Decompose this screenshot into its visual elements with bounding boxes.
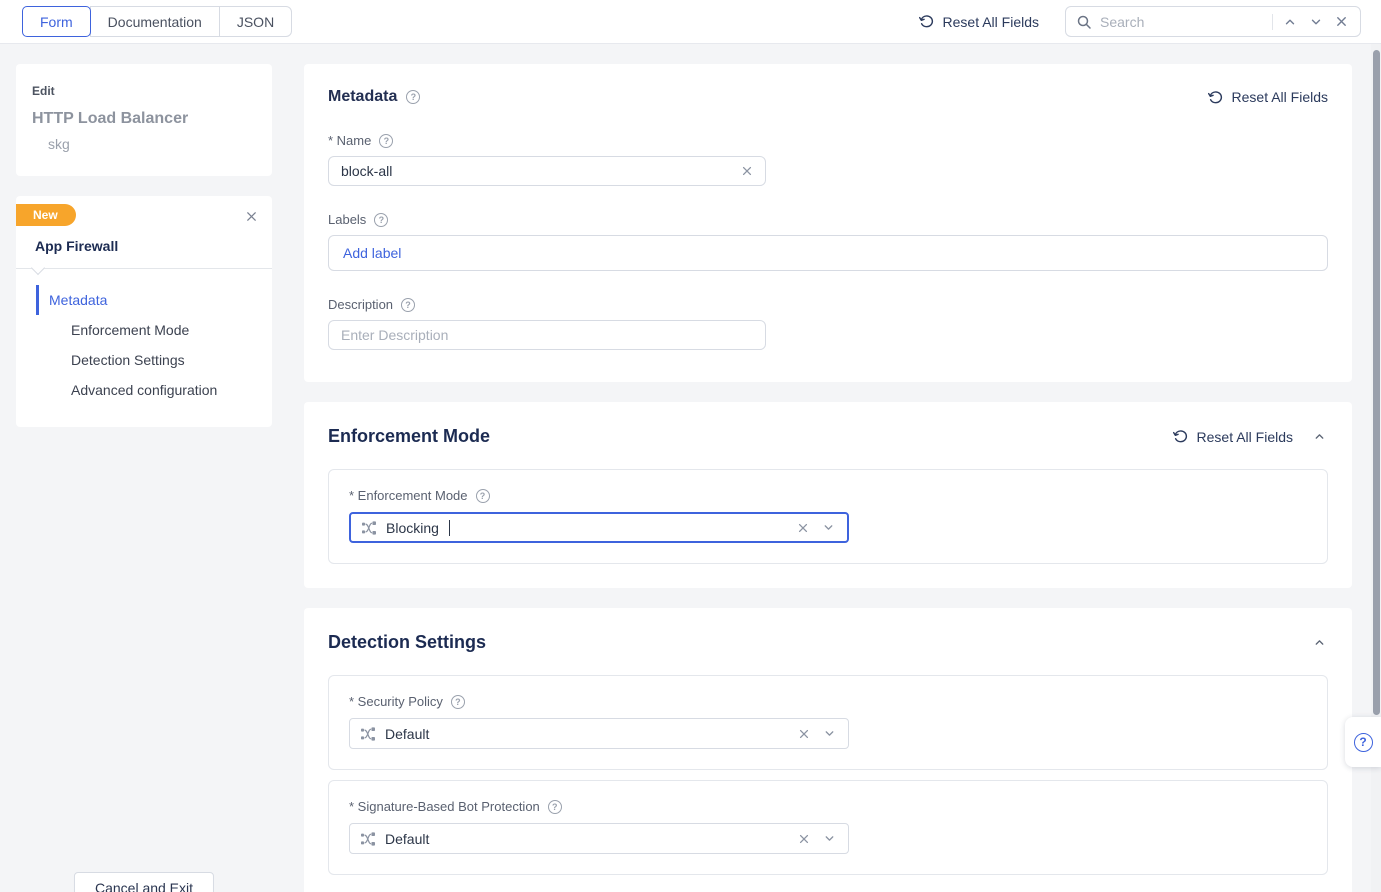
bot-protection-label: * Signature-Based Bot Protection: [349, 799, 540, 814]
context-mode-label: Edit: [32, 84, 55, 98]
panel-title: App Firewall: [35, 238, 119, 254]
enum-nodes-icon: [360, 831, 376, 847]
context-object-name: skg: [48, 136, 70, 152]
enforcement-clear-button[interactable]: [795, 520, 811, 536]
security-policy-dropdown-chevron[interactable]: [821, 725, 838, 742]
sidebar-item-detection-settings[interactable]: Detection Settings: [71, 352, 185, 368]
tab-documentation[interactable]: Documentation: [89, 6, 220, 37]
name-field-label: * Name: [328, 133, 372, 148]
enforcement-reset-button[interactable]: Reset All Fields: [1172, 428, 1293, 445]
search-close-button[interactable]: [1333, 13, 1350, 30]
name-field: [328, 156, 766, 186]
help-icon[interactable]: ?: [450, 694, 465, 709]
enforcement-title: Enforcement Mode: [328, 426, 491, 446]
top-toolbar: Form Documentation JSON Reset All Fields: [0, 0, 1381, 44]
search-input[interactable]: [1100, 13, 1264, 30]
search-icon: [1076, 14, 1092, 30]
search-next-button[interactable]: [1307, 13, 1325, 31]
description-input[interactable]: [341, 327, 755, 343]
security-policy-value: Default: [385, 725, 430, 742]
reset-all-fields-button[interactable]: Reset All Fields: [918, 13, 1039, 30]
undo-icon: [1207, 89, 1224, 106]
description-field-label: Description: [328, 297, 394, 312]
enum-nodes-icon: [361, 520, 377, 536]
sidebar-item-metadata[interactable]: Metadata: [36, 285, 272, 315]
form-main: Metadata ? Reset All Fields: [304, 64, 1352, 892]
tab-json[interactable]: JSON: [218, 6, 293, 37]
new-badge: New: [16, 204, 76, 226]
enforcement-mode-select[interactable]: Blocking: [349, 512, 849, 543]
help-icon[interactable]: ?: [547, 799, 562, 814]
panel-close-button[interactable]: [243, 208, 260, 225]
metadata-title: Metadata: [328, 88, 398, 105]
search-divider: [1272, 13, 1273, 30]
security-policy-select[interactable]: Default: [349, 718, 849, 749]
bot-protection-select[interactable]: Default: [349, 823, 849, 854]
undo-icon: [918, 13, 935, 30]
help-icon[interactable]: ?: [401, 297, 416, 312]
vertical-scrollbar[interactable]: [1371, 44, 1381, 892]
metadata-section: Metadata ? Reset All Fields: [304, 64, 1352, 382]
sidebar-item-enforcement-mode[interactable]: Enforcement Mode: [71, 322, 190, 338]
help-icon[interactable]: ?: [406, 90, 421, 104]
view-tab-group: Form Documentation JSON: [22, 6, 293, 37]
help-icon[interactable]: ?: [475, 488, 490, 503]
detection-settings-section: Detection Settings * Security Policy ?: [304, 608, 1352, 892]
app-firewall-panel: New App Firewall Metadata Enforcement Mo…: [16, 196, 272, 427]
labels-field: Add label: [328, 235, 1328, 271]
bot-protection-dropdown-chevron[interactable]: [821, 830, 838, 847]
enum-nodes-icon: [360, 726, 376, 742]
labels-field-label: Labels: [328, 212, 367, 227]
detection-title: Detection Settings: [328, 632, 487, 652]
enforcement-mode-value: Blocking: [386, 519, 439, 536]
bot-protection-value: Default: [385, 830, 430, 847]
detection-collapse-button[interactable]: [1311, 634, 1328, 651]
help-icon[interactable]: ?: [379, 133, 394, 148]
undo-icon: [1172, 428, 1189, 445]
bot-protection-clear-button[interactable]: [796, 831, 812, 847]
security-policy-clear-button[interactable]: [796, 726, 812, 742]
enforcement-mode-section: Enforcement Mode Reset All Fields: [304, 402, 1352, 588]
edit-context-card: Edit HTTP Load Balancer skg: [16, 64, 272, 176]
enforcement-field-label: * Enforcement Mode: [349, 488, 468, 503]
add-label-link[interactable]: Add label: [343, 245, 402, 261]
reset-all-fields-label: Reset All Fields: [942, 13, 1039, 30]
panel-divider: [16, 268, 272, 269]
sidebar-item-advanced-configuration[interactable]: Advanced configuration: [71, 382, 218, 398]
scrollbar-thumb[interactable]: [1373, 50, 1380, 715]
name-input[interactable]: [341, 163, 731, 179]
cancel-and-exit-button[interactable]: Cancel and Exit: [73, 872, 215, 892]
context-object-title: HTTP Load Balancer: [32, 110, 189, 127]
enforcement-dropdown-chevron[interactable]: [820, 519, 837, 536]
text-caret: [448, 519, 451, 536]
sidebar: Edit HTTP Load Balancer skg New App Fire…: [16, 64, 272, 892]
tab-form[interactable]: Form: [22, 6, 91, 37]
metadata-reset-button[interactable]: Reset All Fields: [1207, 89, 1328, 106]
security-policy-label: * Security Policy: [349, 694, 443, 709]
enforcement-collapse-button[interactable]: [1311, 428, 1328, 445]
help-fab-button[interactable]: ?: [1345, 717, 1381, 767]
search-box: [1065, 6, 1361, 37]
help-question-icon: ?: [1353, 732, 1373, 752]
search-prev-button[interactable]: [1281, 13, 1299, 31]
description-field: [328, 320, 766, 350]
help-icon[interactable]: ?: [374, 212, 389, 227]
name-clear-button[interactable]: [739, 163, 755, 179]
